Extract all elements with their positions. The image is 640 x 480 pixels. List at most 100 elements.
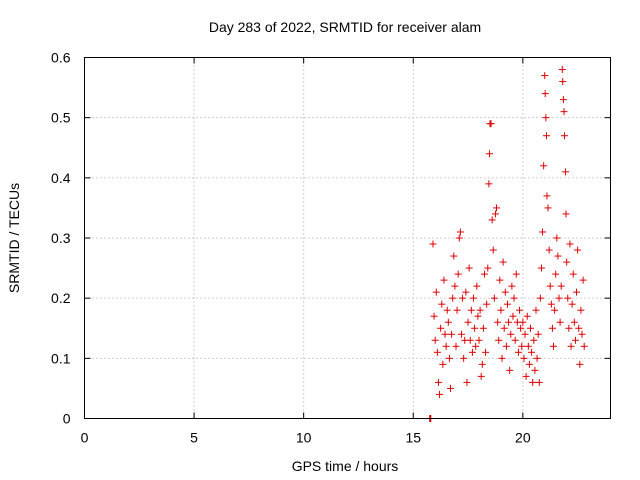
data-point (485, 180, 493, 188)
data-point (530, 336, 538, 344)
data-point (575, 324, 583, 332)
y-tick-label: 0.2 (51, 290, 71, 306)
data-point (480, 270, 488, 278)
data-point (441, 330, 449, 338)
data-point (439, 360, 447, 368)
data-point (566, 240, 574, 248)
data-point (565, 324, 573, 332)
data-point (577, 306, 585, 314)
data-point (541, 90, 549, 98)
data-points (426, 66, 588, 422)
data-point (483, 300, 491, 308)
data-point (444, 318, 452, 326)
data-point (503, 300, 511, 308)
data-point (432, 288, 440, 296)
y-tick-label: 0.1 (51, 350, 71, 366)
data-point (442, 342, 450, 350)
data-point (505, 318, 513, 326)
x-tick-label: 0 (81, 430, 89, 446)
y-tick-label: 0.6 (51, 50, 71, 66)
data-point (449, 294, 457, 302)
data-point (548, 324, 556, 332)
data-point (498, 354, 506, 362)
data-point (482, 348, 490, 356)
data-point (557, 282, 565, 290)
data-point (445, 354, 453, 362)
data-point (453, 306, 461, 314)
data-point (496, 276, 504, 284)
data-point (438, 300, 446, 308)
data-point (527, 324, 535, 332)
data-point (508, 282, 516, 290)
data-point (474, 312, 482, 320)
data-point (552, 270, 560, 278)
y-tick-label: 0.3 (51, 230, 71, 246)
data-point (507, 330, 515, 338)
data-point (512, 270, 520, 278)
data-point (434, 378, 442, 386)
data-point (490, 294, 498, 302)
data-point (528, 348, 536, 356)
chart-title: Day 283 of 2022, SRMTID for receiver ala… (209, 19, 481, 35)
data-point (553, 234, 561, 242)
data-point (509, 312, 517, 320)
data-point (452, 342, 460, 350)
data-point (555, 294, 563, 302)
data-point (475, 336, 483, 344)
data-point (563, 258, 571, 266)
data-point (556, 318, 564, 326)
plot-frame (84, 57, 611, 419)
data-point (455, 234, 463, 242)
data-point (543, 192, 551, 200)
data-point (467, 306, 475, 314)
x-tick-label: 15 (405, 430, 421, 446)
data-point (450, 252, 458, 260)
data-point (518, 342, 526, 350)
data-point (560, 108, 568, 116)
data-point (560, 132, 568, 140)
data-point (493, 204, 501, 212)
x-tick-label: 5 (190, 430, 198, 446)
data-point (497, 306, 505, 314)
data-point (519, 318, 527, 326)
data-point (468, 348, 476, 356)
data-point (579, 276, 587, 284)
data-point (479, 324, 487, 332)
data-point (559, 78, 567, 86)
data-point (471, 324, 479, 332)
data-point (495, 336, 503, 344)
x-tick-label: 10 (296, 430, 312, 446)
data-point (544, 204, 552, 212)
data-point (476, 306, 484, 314)
data-point (470, 294, 478, 302)
data-point (457, 330, 465, 338)
data-point (562, 210, 570, 218)
data-point (454, 270, 462, 278)
y-tick-label: 0.4 (51, 170, 71, 186)
data-point (472, 342, 480, 350)
data-point (466, 336, 474, 344)
data-point (569, 270, 577, 278)
data-point (573, 288, 581, 296)
data-point (539, 228, 547, 236)
data-point (536, 294, 544, 302)
data-point (465, 264, 473, 272)
data-point (448, 330, 456, 338)
data-point (510, 294, 518, 302)
data-point (511, 336, 519, 344)
data-point (502, 342, 510, 350)
data-point (562, 168, 570, 176)
data-point (501, 288, 509, 296)
data-point (464, 318, 472, 326)
data-point (521, 330, 529, 338)
data-point (522, 372, 530, 380)
data-point (545, 246, 553, 254)
data-point (463, 378, 471, 386)
data-point (529, 378, 537, 386)
data-point (484, 264, 492, 272)
data-point (570, 318, 578, 326)
data-point (478, 360, 486, 368)
data-point (532, 306, 540, 314)
data-point (580, 342, 588, 350)
